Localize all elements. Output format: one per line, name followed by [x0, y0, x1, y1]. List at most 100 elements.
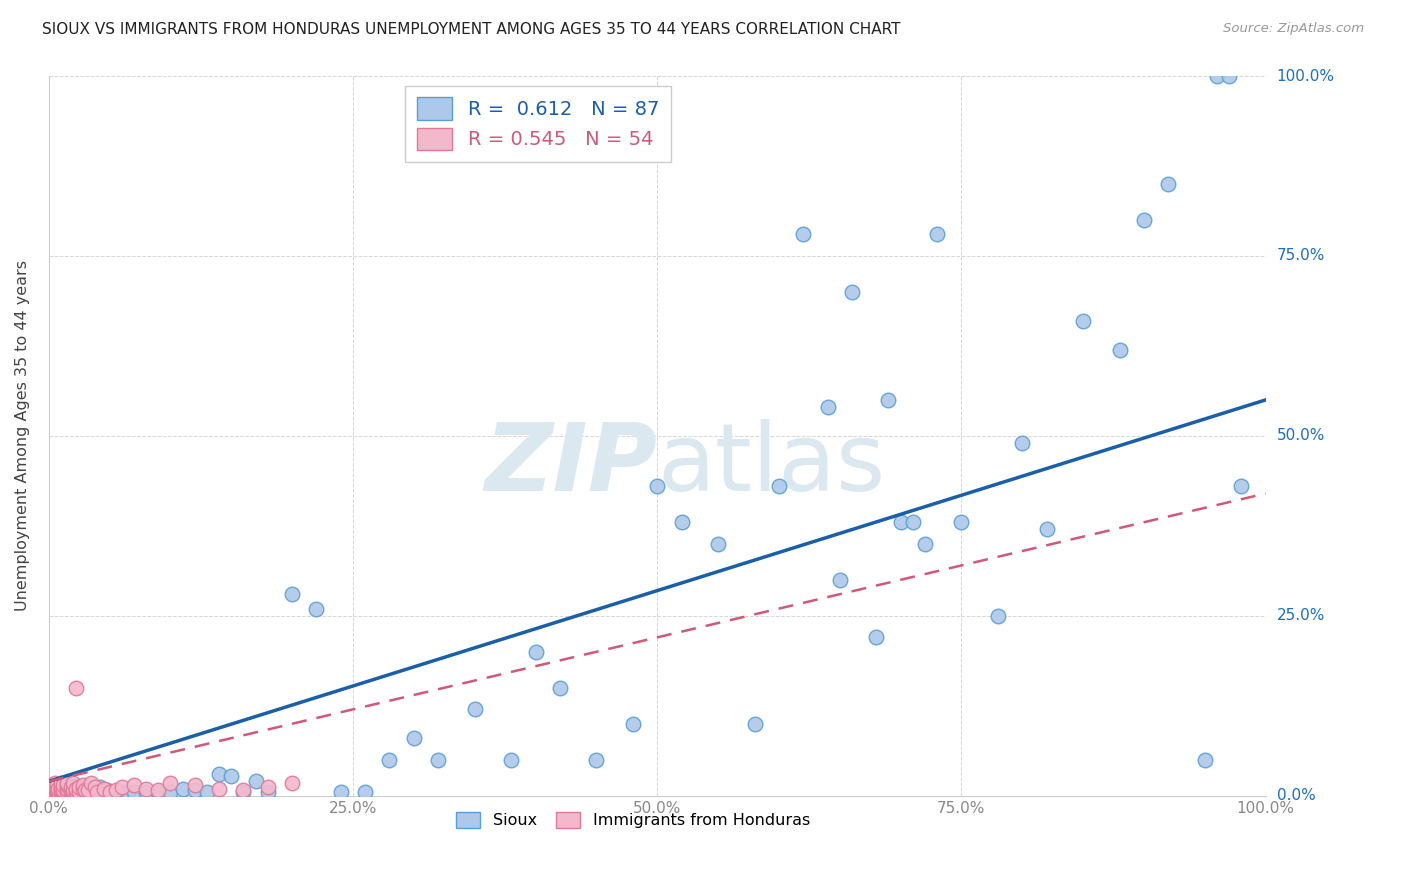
Text: 25.0%: 25.0%	[1277, 608, 1324, 624]
Point	[80, 776, 103, 790]
Point	[135, 781, 157, 796]
Point	[256, 780, 278, 794]
Point	[65, 781, 87, 796]
Point	[93, 785, 115, 799]
Point	[256, 785, 278, 799]
Point	[184, 778, 207, 792]
Point	[46, 785, 69, 799]
Point	[86, 785, 108, 799]
Point	[44, 785, 66, 799]
Point	[245, 774, 267, 789]
Point	[111, 785, 134, 799]
Point	[621, 716, 644, 731]
Point	[148, 783, 170, 797]
Point	[402, 731, 425, 746]
Point	[501, 753, 523, 767]
Point	[44, 783, 66, 797]
Point	[281, 587, 304, 601]
Point	[56, 776, 79, 790]
Point	[89, 780, 111, 794]
Point	[46, 783, 69, 797]
Point	[56, 785, 79, 799]
Point	[59, 780, 82, 794]
Point	[877, 392, 900, 407]
Point	[52, 785, 75, 799]
Point	[232, 785, 254, 799]
Point	[65, 780, 87, 794]
Point	[792, 227, 814, 242]
Point	[1108, 343, 1130, 357]
Text: atlas: atlas	[657, 418, 886, 510]
Point	[75, 785, 97, 799]
Point	[56, 783, 79, 797]
Point	[98, 785, 121, 799]
Point	[354, 785, 377, 799]
Point	[281, 776, 304, 790]
Point	[768, 479, 790, 493]
Point	[122, 778, 145, 792]
Point	[67, 780, 90, 794]
Point	[41, 783, 63, 797]
Point	[195, 785, 218, 799]
Point	[148, 785, 170, 799]
Point	[111, 780, 134, 794]
Point	[56, 778, 79, 792]
Point	[378, 753, 401, 767]
Point	[890, 515, 912, 529]
Text: ZIP: ZIP	[484, 418, 657, 510]
Point	[524, 645, 547, 659]
Point	[44, 780, 66, 794]
Point	[80, 785, 103, 799]
Point	[98, 785, 121, 799]
Point	[1071, 314, 1094, 328]
Point	[52, 785, 75, 799]
Point	[96, 783, 118, 797]
Point	[59, 785, 82, 799]
Point	[41, 787, 63, 801]
Point	[48, 785, 70, 799]
Point	[86, 785, 108, 799]
Point	[1218, 69, 1240, 83]
Point	[62, 783, 84, 797]
Point	[52, 781, 75, 796]
Point	[1230, 479, 1253, 493]
Point	[232, 783, 254, 797]
Point	[49, 776, 72, 790]
Point	[52, 778, 75, 792]
Point	[841, 285, 863, 299]
Point	[1157, 177, 1180, 191]
Point	[184, 783, 207, 797]
Point	[1206, 69, 1229, 83]
Point	[1035, 523, 1057, 537]
Point	[987, 608, 1010, 623]
Text: 50.0%: 50.0%	[1277, 428, 1324, 443]
Point	[72, 778, 94, 792]
Point	[48, 780, 70, 794]
Point	[59, 781, 82, 796]
Point	[67, 785, 90, 799]
Point	[84, 783, 107, 797]
Point	[44, 781, 66, 796]
Point	[645, 479, 668, 493]
Point	[62, 785, 84, 799]
Point	[62, 783, 84, 797]
Point	[135, 785, 157, 799]
Point	[72, 781, 94, 796]
Point	[950, 515, 973, 529]
Point	[49, 783, 72, 797]
Point	[76, 781, 98, 796]
Text: SIOUX VS IMMIGRANTS FROM HONDURAS UNEMPLOYMENT AMONG AGES 35 TO 44 YEARS CORRELA: SIOUX VS IMMIGRANTS FROM HONDURAS UNEMPL…	[42, 22, 901, 37]
Point	[329, 785, 352, 799]
Point	[62, 785, 84, 799]
Text: Source: ZipAtlas.com: Source: ZipAtlas.com	[1223, 22, 1364, 36]
Point	[219, 768, 242, 782]
Point	[49, 785, 72, 799]
Point	[62, 776, 84, 790]
Point	[914, 537, 936, 551]
Point	[59, 783, 82, 797]
Point	[671, 515, 693, 529]
Point	[59, 785, 82, 799]
Point	[172, 781, 194, 796]
Point	[159, 776, 181, 790]
Legend: Sioux, Immigrants from Honduras: Sioux, Immigrants from Honduras	[450, 805, 817, 835]
